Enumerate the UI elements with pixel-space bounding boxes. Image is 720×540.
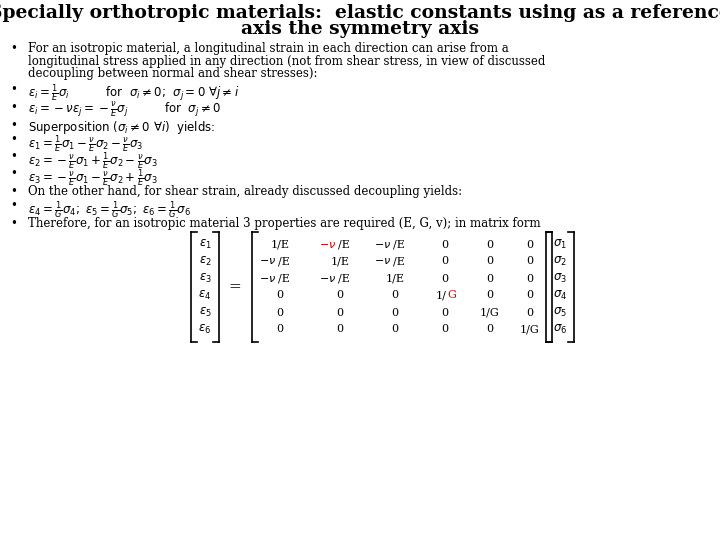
Text: Specially orthotropic materials:  elastic constants using as a reference: Specially orthotropic materials: elastic…: [0, 4, 720, 22]
Text: $\varepsilon_3 = -\frac{\nu}{E}\sigma_1 - \frac{\nu}{E}\sigma_2 + \frac{1}{E}\si: $\varepsilon_3 = -\frac{\nu}{E}\sigma_1 …: [28, 167, 158, 188]
Text: 0: 0: [487, 256, 494, 267]
Text: 0: 0: [526, 256, 534, 267]
Text: 0: 0: [441, 325, 449, 334]
Text: 1/E: 1/E: [385, 273, 405, 284]
Text: 0: 0: [487, 325, 494, 334]
Text: 0: 0: [441, 256, 449, 267]
Text: $\sigma_2$: $\sigma_2$: [553, 255, 567, 268]
Text: $\sigma_3$: $\sigma_3$: [553, 272, 567, 285]
Text: /E: /E: [393, 240, 405, 249]
Text: $\sigma_6$: $\sigma_6$: [553, 323, 567, 336]
Text: 0: 0: [336, 325, 343, 334]
Text: Therefore, for an isotropic material 3 properties are required (E, G, v); in mat: Therefore, for an isotropic material 3 p…: [28, 218, 541, 231]
Text: •: •: [10, 83, 17, 96]
Text: •: •: [10, 185, 17, 198]
Text: •: •: [10, 199, 17, 213]
Text: •: •: [10, 133, 17, 146]
Text: 0: 0: [276, 291, 284, 300]
Text: 0: 0: [276, 307, 284, 318]
Text: $\varepsilon_3$: $\varepsilon_3$: [199, 272, 212, 285]
Text: 1/E: 1/E: [271, 240, 289, 249]
Text: 0: 0: [441, 273, 449, 284]
Text: $\sigma_1$: $\sigma_1$: [553, 238, 567, 251]
Text: /E: /E: [278, 256, 290, 267]
Text: 0: 0: [392, 307, 399, 318]
Text: $\varepsilon_4$: $\varepsilon_4$: [199, 289, 212, 302]
Text: /E: /E: [393, 256, 405, 267]
Text: $\varepsilon_2 = -\frac{\nu}{E}\sigma_1 + \frac{1}{E}\sigma_2 - \frac{\nu}{E}\si: $\varepsilon_2 = -\frac{\nu}{E}\sigma_1 …: [28, 150, 158, 172]
Text: 0: 0: [487, 291, 494, 300]
Text: For an isotropic material, a longitudinal strain in each direction can arise fro: For an isotropic material, a longitudina…: [28, 42, 509, 55]
Text: $\varepsilon_6$: $\varepsilon_6$: [199, 323, 212, 336]
Text: 0: 0: [441, 307, 449, 318]
Text: 1/G: 1/G: [480, 307, 500, 318]
Text: $-\nu$: $-\nu$: [259, 256, 276, 267]
Text: /E: /E: [338, 273, 350, 284]
Text: 1/: 1/: [436, 291, 446, 300]
Text: 1/E: 1/E: [330, 256, 349, 267]
Text: $\varepsilon_4 = \frac{1}{G}\sigma_4;\ \varepsilon_5 = \frac{1}{G}\sigma_5;\ \va: $\varepsilon_4 = \frac{1}{G}\sigma_4;\ \…: [28, 199, 191, 221]
Text: 0: 0: [487, 240, 494, 249]
Text: •: •: [10, 118, 17, 132]
Text: $\varepsilon_1$: $\varepsilon_1$: [199, 238, 212, 251]
Text: /E: /E: [338, 240, 350, 249]
Text: On the other hand, for shear strain, already discussed decoupling yields:: On the other hand, for shear strain, alr…: [28, 185, 462, 198]
Text: $-\nu$: $-\nu$: [374, 256, 392, 267]
Text: 0: 0: [487, 273, 494, 284]
Text: $-\nu$: $-\nu$: [320, 273, 337, 284]
Text: $\varepsilon_1 = \frac{1}{E}\sigma_1 - \frac{\nu}{E}\sigma_2 - \frac{\nu}{E}\sig: $\varepsilon_1 = \frac{1}{E}\sigma_1 - \…: [28, 133, 143, 154]
Text: 0: 0: [526, 307, 534, 318]
Text: decoupling between normal and shear stresses):: decoupling between normal and shear stre…: [28, 67, 318, 80]
Text: 0: 0: [526, 273, 534, 284]
Text: axis the symmetry axis: axis the symmetry axis: [241, 20, 479, 38]
Text: •: •: [10, 42, 17, 55]
Text: /E: /E: [278, 273, 290, 284]
Text: •: •: [10, 167, 17, 180]
Text: $\sigma_5$: $\sigma_5$: [553, 306, 567, 319]
Text: longitudinal stress applied in any direction (not from shear stress, in view of : longitudinal stress applied in any direc…: [28, 55, 545, 68]
Text: 0: 0: [336, 307, 343, 318]
Text: $-\nu$: $-\nu$: [374, 240, 392, 249]
Text: 0: 0: [392, 325, 399, 334]
Text: 1/G: 1/G: [520, 325, 540, 334]
Text: 0: 0: [526, 291, 534, 300]
Text: =: =: [229, 280, 241, 294]
Text: $\varepsilon_2$: $\varepsilon_2$: [199, 255, 212, 268]
Text: Superposition $(\sigma_i \neq 0\ \forall i)$  yields:: Superposition $(\sigma_i \neq 0\ \forall…: [28, 118, 215, 136]
Text: $\varepsilon_5$: $\varepsilon_5$: [199, 306, 212, 319]
Text: 0: 0: [336, 291, 343, 300]
Text: $-\nu$: $-\nu$: [320, 240, 337, 249]
Text: G: G: [448, 291, 456, 300]
Text: 0: 0: [276, 325, 284, 334]
Text: 0: 0: [441, 240, 449, 249]
Text: $\sigma_4$: $\sigma_4$: [553, 289, 567, 302]
Text: 0: 0: [526, 240, 534, 249]
Text: $-\nu$: $-\nu$: [259, 273, 276, 284]
Text: •: •: [10, 100, 17, 113]
Text: $\varepsilon_i = \frac{1}{E}\sigma_i$          for  $\sigma_i \neq 0$;  $\sigma_: $\varepsilon_i = \frac{1}{E}\sigma_i$ fo…: [28, 83, 239, 104]
Text: •: •: [10, 150, 17, 163]
Text: $\varepsilon_i = -\nu\varepsilon_j = -\frac{\nu}{E}\sigma_j$          for  $\sig: $\varepsilon_i = -\nu\varepsilon_j = -\f…: [28, 100, 221, 119]
Text: •: •: [10, 218, 17, 231]
Text: 0: 0: [392, 291, 399, 300]
